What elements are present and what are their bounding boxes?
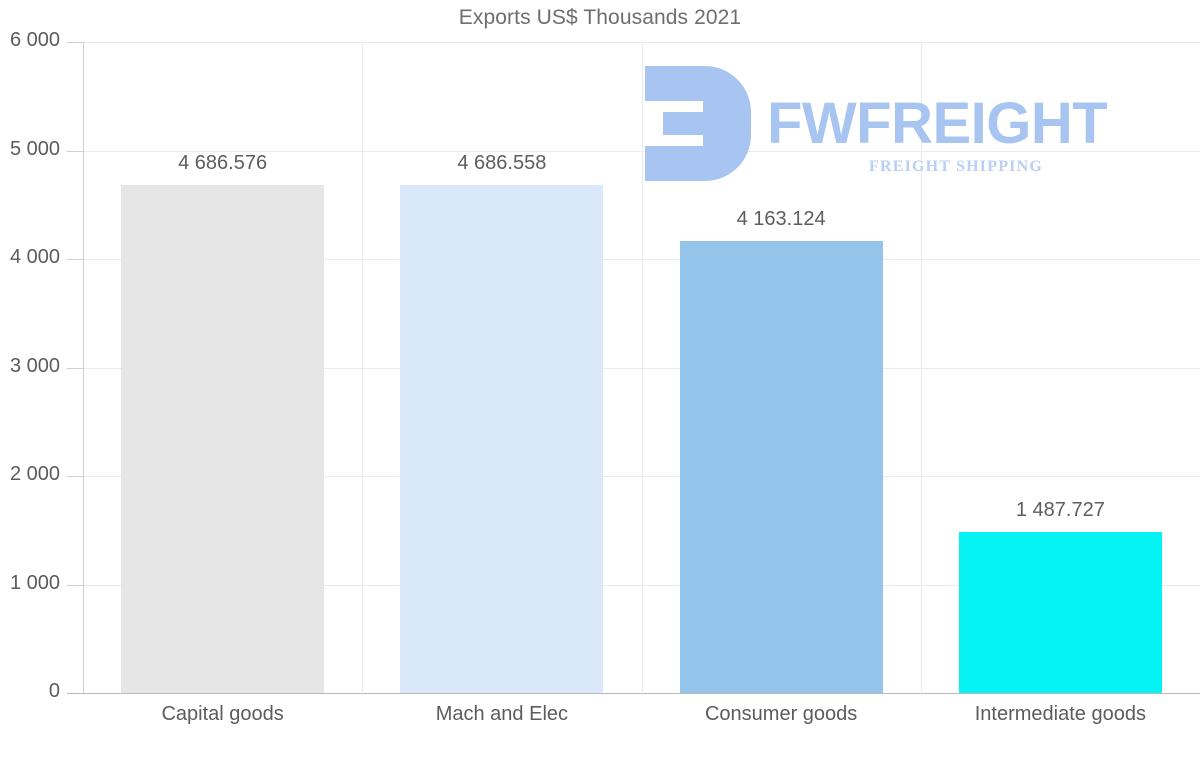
y-axis-tick-label: 4 000 — [9, 246, 60, 268]
y-axis-tick-label: 6 000 — [9, 29, 60, 51]
y-axis-tick-label: 0 — [48, 680, 60, 702]
y-axis-line — [83, 42, 84, 694]
chart-title: Exports US$ Thousands 2021 — [458, 6, 742, 29]
bar-value-label: 1 487.727 — [1015, 498, 1105, 521]
bar-value-label: 4 163.124 — [736, 208, 826, 231]
bar[interactable] — [400, 184, 604, 693]
y-axis-tick-label: 2 000 — [9, 463, 60, 485]
bar[interactable] — [679, 241, 883, 693]
y-axis-tick-label: 3 000 — [9, 354, 60, 377]
gridline — [83, 476, 1200, 477]
y-axis-tick-label: 1 000 — [9, 571, 60, 594]
gridline — [83, 150, 1200, 152]
bar-value-label: 4 686.576 — [178, 151, 268, 174]
bar-value-label: 4 686.558 — [457, 151, 547, 174]
x-axis-line — [67, 693, 1200, 694]
y-axis-tick-label: 5 000 — [9, 137, 60, 160]
x-axis-category-label: Mach and Elec — [435, 703, 569, 725]
x-axis-category-label: Intermediate goods — [974, 703, 1146, 725]
category-separator — [921, 42, 922, 694]
bar[interactable] — [121, 184, 325, 693]
y-axis-tick — [67, 259, 83, 260]
x-axis-category-label: Consumer goods — [704, 703, 858, 725]
plot-area — [83, 42, 1200, 693]
category-separator — [362, 42, 363, 694]
gridline — [83, 42, 1200, 43]
gridline — [83, 584, 1200, 586]
y-axis-tick — [67, 42, 83, 43]
y-axis-tick — [67, 476, 83, 477]
x-axis-category-label: Capital goods — [161, 703, 284, 725]
y-axis-tick — [67, 584, 83, 586]
y-axis-tick — [67, 150, 83, 152]
gridline — [83, 259, 1200, 260]
gridline — [83, 367, 1200, 369]
category-separator — [642, 42, 643, 694]
bar[interactable] — [958, 531, 1162, 693]
y-axis-tick — [67, 367, 83, 369]
